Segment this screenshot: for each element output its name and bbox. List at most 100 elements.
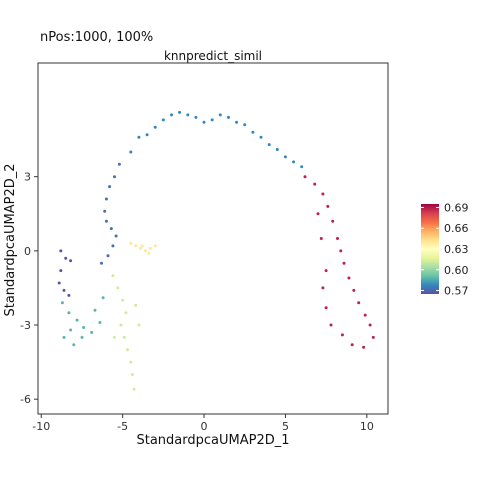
- data-point: [321, 192, 325, 196]
- data-point: [113, 175, 116, 179]
- data-point: [371, 335, 375, 339]
- data-point: [170, 113, 173, 117]
- data-point: [111, 244, 115, 248]
- data-point: [321, 286, 325, 290]
- data-point: [132, 387, 136, 391]
- data-point: [143, 249, 147, 253]
- data-point: [194, 115, 198, 119]
- data-point: [153, 244, 157, 248]
- data-point: [329, 323, 333, 327]
- data-point: [218, 113, 222, 117]
- data-point: [336, 237, 339, 240]
- data-point: [106, 254, 110, 258]
- data-point: [129, 241, 133, 245]
- chart-title: knnpredict_simil: [163, 49, 263, 63]
- data-point: [292, 160, 296, 164]
- data-point: [67, 293, 71, 297]
- data-point: [324, 306, 328, 310]
- legend-tick-label: 0.57: [444, 285, 469, 298]
- data-point: [119, 323, 123, 327]
- x-tick-label: -10: [32, 420, 50, 433]
- data-point: [316, 212, 320, 216]
- data-point: [75, 318, 79, 322]
- x-axis: -10 -5 0 5 10: [32, 414, 374, 433]
- data-point: [69, 328, 73, 332]
- data-point: [319, 237, 323, 240]
- data-point: [103, 209, 107, 213]
- data-point: [140, 244, 144, 248]
- data-point: [235, 120, 239, 124]
- y-axis: -6 -3 0 3: [20, 171, 38, 406]
- data-point: [121, 298, 125, 302]
- data-point: [90, 330, 94, 334]
- data-point: [72, 343, 76, 347]
- data-point: [147, 251, 151, 255]
- data-point: [93, 308, 97, 312]
- data-point: [57, 281, 61, 285]
- data-point: [60, 301, 64, 305]
- data-point: [134, 244, 138, 248]
- data-point: [64, 256, 68, 260]
- data-point: [139, 246, 143, 250]
- data-point: [342, 261, 346, 265]
- data-point: [357, 301, 361, 305]
- points-layer: [57, 110, 375, 391]
- data-point: [59, 269, 63, 273]
- data-point: [243, 123, 247, 127]
- data-point: [126, 348, 129, 352]
- plot-panel: [37, 62, 389, 415]
- data-point: [313, 182, 317, 186]
- data-point: [153, 125, 157, 129]
- data-point: [137, 323, 141, 327]
- y-tick-label: -6: [20, 393, 31, 406]
- data-point: [283, 155, 287, 159]
- legend-tick-label: 0.69: [444, 201, 469, 214]
- data-point: [339, 249, 343, 253]
- colorbar: [421, 204, 439, 294]
- colorbar-legend: 0.57 0.60 0.63 0.66 0.69: [421, 201, 469, 298]
- legend-tick-label: 0.63: [444, 243, 469, 256]
- data-point: [202, 120, 206, 124]
- data-point: [352, 288, 356, 292]
- data-point: [98, 321, 102, 324]
- data-point: [130, 373, 134, 376]
- data-point: [129, 360, 133, 364]
- x-axis-label: StandardpcaUMAP2D_1: [136, 433, 289, 448]
- data-point: [148, 246, 152, 250]
- y-tick-label: 0: [24, 245, 31, 258]
- data-point: [259, 135, 263, 139]
- data-point: [67, 311, 71, 315]
- data-point: [275, 148, 279, 151]
- data-point: [186, 113, 190, 117]
- y-axis-label: StandardpcaUMAP2D_2: [3, 163, 18, 316]
- data-point: [362, 345, 366, 349]
- x-tick-label: 10: [360, 420, 374, 433]
- data-point: [350, 343, 354, 347]
- data-point: [363, 313, 367, 317]
- data-point: [104, 219, 108, 223]
- data-point: [161, 118, 165, 122]
- data-point: [104, 197, 108, 201]
- data-point: [109, 227, 113, 231]
- data-point: [331, 219, 335, 223]
- data-point: [340, 333, 344, 337]
- data-point: [122, 335, 126, 339]
- data-point: [324, 269, 328, 273]
- data-point: [303, 175, 307, 179]
- data-point: [129, 150, 133, 154]
- y-tick-label: -3: [20, 319, 31, 332]
- legend-tick-label: 0.66: [444, 222, 469, 235]
- data-point: [145, 133, 149, 137]
- data-point: [111, 274, 115, 278]
- x-tick-label: -5: [117, 420, 128, 433]
- data-point: [368, 323, 372, 327]
- data-point: [267, 143, 271, 147]
- data-point: [108, 185, 112, 189]
- data-point: [69, 259, 73, 263]
- data-point: [114, 234, 118, 238]
- data-point: [113, 335, 116, 339]
- data-point: [178, 110, 182, 114]
- data-point: [101, 296, 105, 300]
- data-point: [300, 165, 304, 169]
